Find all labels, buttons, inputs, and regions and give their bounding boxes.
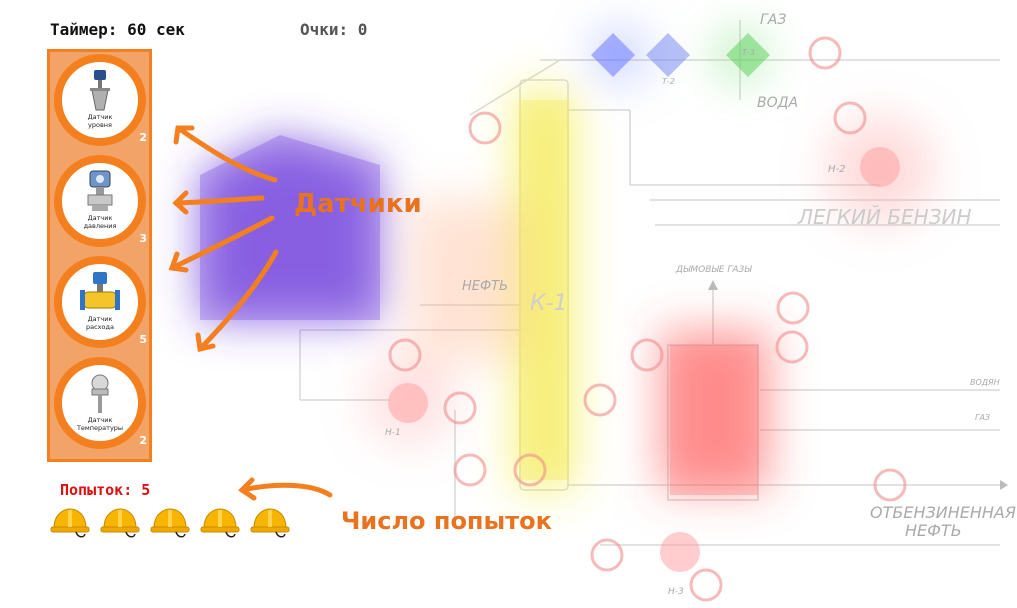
- schematic-label-stripped: ОТБЕНЗИНЕННАЯ: [870, 503, 1016, 522]
- sensor-panel: 2 Датчик уровня 3 Датчик давления 5 Датч…: [47, 49, 152, 462]
- sensor-slot-temperature[interactable]: 2 Датчик Температуры: [54, 357, 147, 449]
- score-display: Очки: 0: [300, 20, 368, 39]
- schematic-label-k1: К-1: [530, 291, 568, 316]
- helmet-life-icon: [150, 508, 190, 538]
- sensor-count-flow: 5: [139, 333, 147, 346]
- temperature-sensor-icon: [91, 374, 109, 413]
- schematic-label-n1: Н-1: [385, 428, 401, 438]
- helmet-life-icon: [200, 508, 240, 538]
- sensor-label-level: Датчик уровня: [87, 113, 113, 129]
- schematic-label-t2: Т-2: [662, 77, 675, 86]
- flow-sensor-icon: [80, 272, 120, 310]
- attempts-counter: Попыток: 5: [60, 481, 151, 499]
- helmet-life-icon: [250, 508, 290, 538]
- schematic-label-n3: Н-3: [668, 587, 684, 597]
- sensor-label-pressure: Датчик давления: [83, 214, 117, 230]
- sensor-count-pressure: 3: [139, 232, 147, 245]
- schematic-label-flue-gases: ДЫМОВЫЕ ГАЗЫ: [675, 265, 752, 275]
- sensor-slot-pressure[interactable]: 3 Датчик давления: [54, 155, 147, 247]
- helmet-life-icon: [100, 508, 140, 538]
- schematic-label-n2: Н-2: [828, 164, 846, 175]
- sensor-count-temperature: 2: [139, 434, 147, 447]
- schematic-label-vapor: ВОДЯН: [970, 378, 1000, 387]
- attempts-callout: Число попыток: [341, 507, 552, 535]
- helmet-life-icon: [50, 508, 90, 538]
- schematic-label-oil-in: НЕФТЬ: [462, 279, 508, 294]
- sensor-label-temperature: Датчик Температуры: [76, 416, 124, 432]
- sensor-count-level: 2: [139, 131, 147, 144]
- sensor-label-flow: Датчик расхода: [86, 315, 114, 331]
- timer-display: Таймер: 60 сек: [50, 20, 185, 39]
- level-sensor-icon: [90, 70, 110, 111]
- schematic-label-gas-2: ГАЗ: [975, 413, 990, 422]
- schematic-label-gas: ГАЗ: [760, 12, 786, 28]
- sensors-callout: Датчики: [294, 189, 422, 219]
- schematic-label-light-gasoline: ЛЕГКИЙ БЕНЗИН: [797, 205, 972, 229]
- schematic-label-t3: Т-3: [742, 48, 755, 57]
- schematic-label-water: ВОДА: [757, 95, 798, 111]
- sensor-slot-level[interactable]: 2 Датчик уровня: [54, 54, 147, 146]
- pressure-sensor-icon: [87, 170, 113, 211]
- sensor-slot-flow[interactable]: 5 Датчик расхода: [54, 256, 147, 348]
- schematic-label-oil-out: НЕФТЬ: [905, 521, 962, 540]
